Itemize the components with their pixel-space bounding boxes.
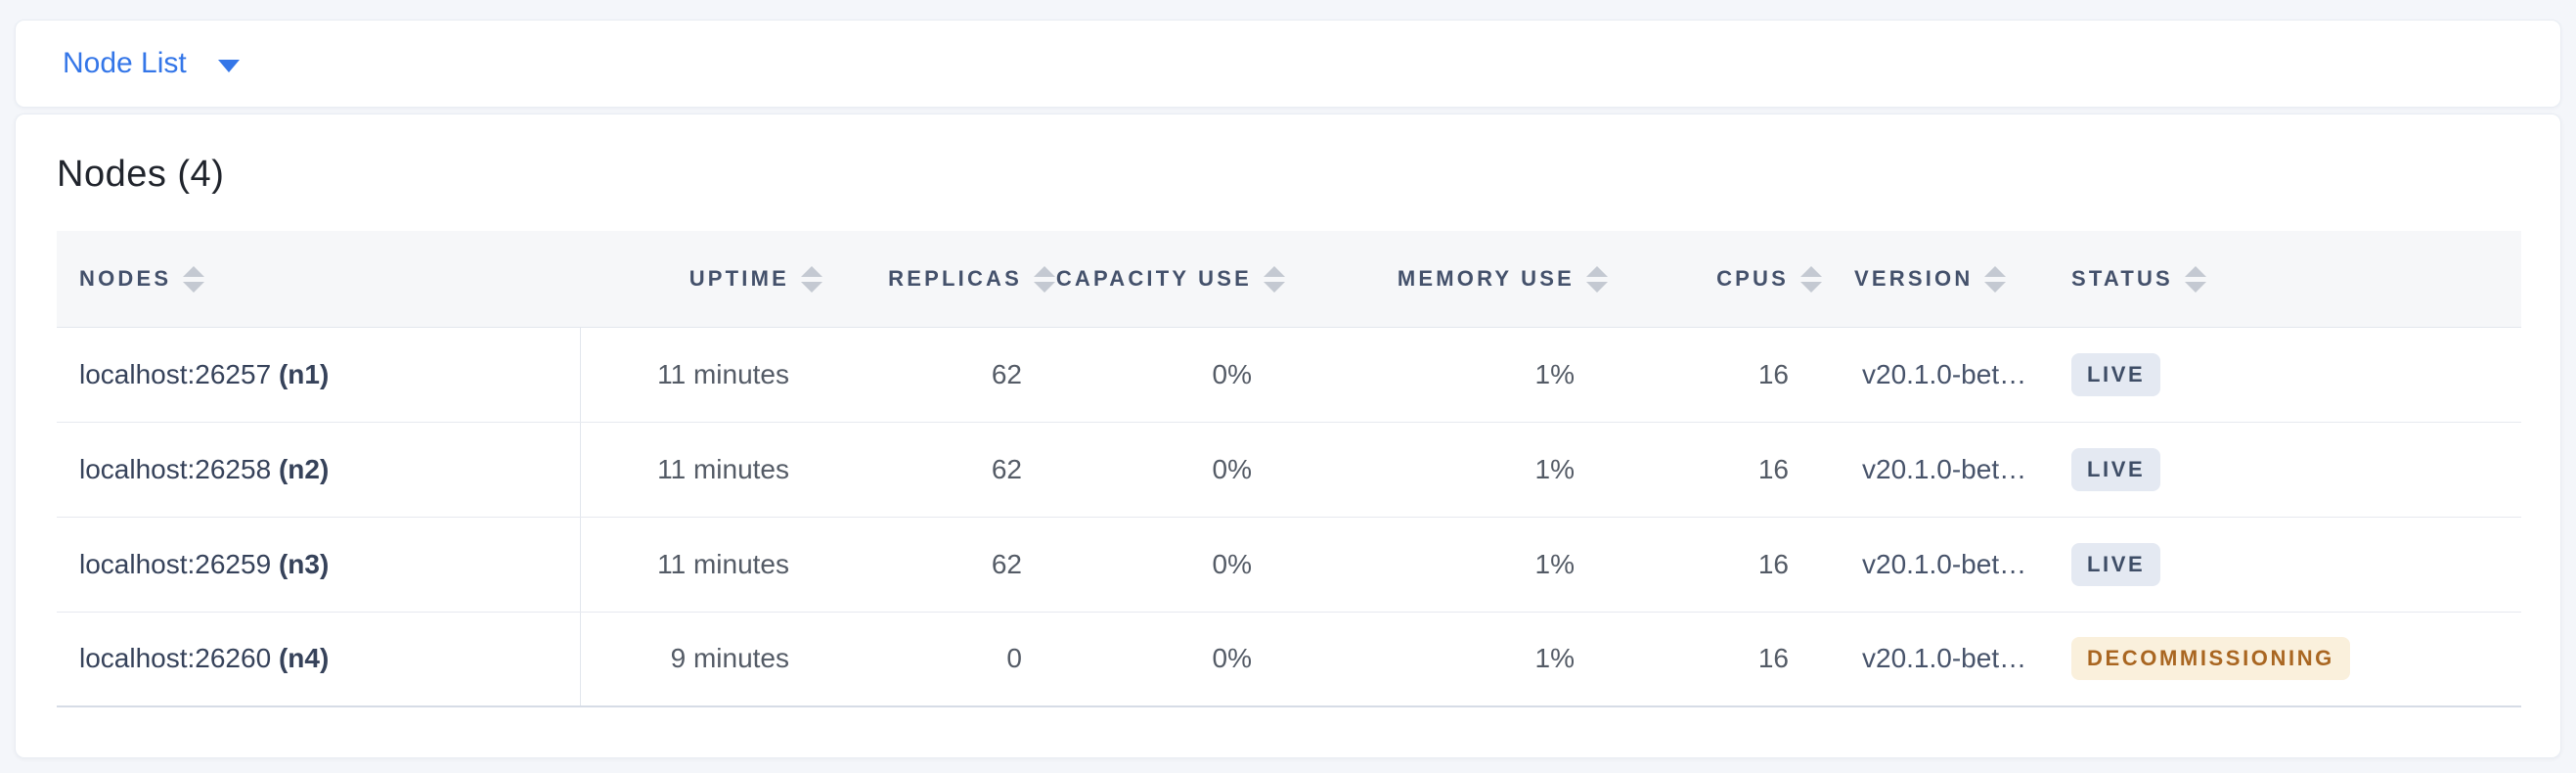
capacity-use-cell: 0% [1055, 517, 1285, 613]
uptime-cell: 11 minutes [580, 422, 822, 518]
table-header-row: NODES UPTIME REPLICAS [57, 231, 2521, 328]
uptime-cell: 11 minutes [580, 517, 822, 613]
node-id: (n3) [278, 548, 330, 579]
memory-use-cell: 1% [1285, 612, 1608, 707]
node-id: (n2) [278, 453, 330, 484]
version-cell: v20.1.0-bet… [1822, 612, 2055, 707]
column-header-version[interactable]: VERSION [1822, 231, 2055, 328]
capacity-use-cell: 0% [1055, 327, 1285, 423]
memory-use-cell: 1% [1285, 517, 1608, 613]
chevron-down-icon [217, 59, 240, 72]
column-header-uptime[interactable]: UPTIME [580, 231, 822, 328]
node-id: (n1) [278, 358, 330, 389]
version-cell: v20.1.0-bet… [1822, 517, 2055, 613]
column-header-capacity-use[interactable]: CAPACITY USE [1055, 231, 1285, 328]
version-cell: v20.1.0-bet… [1822, 327, 2055, 423]
node-list-dropdown[interactable]: Node List [63, 47, 240, 80]
node-address-cell: localhost:26259 (n3) [57, 517, 581, 613]
memory-use-cell: 1% [1285, 422, 1608, 518]
table-row: localhost:26259 (n3) 11 minutes 62 0% 1%… [57, 517, 2521, 613]
nodes-table: NODES UPTIME REPLICAS [57, 231, 2521, 707]
nodes-card-title: Nodes (4) [57, 154, 225, 195]
table-row: localhost:26258 (n2) 11 minutes 62 0% 1%… [57, 422, 2521, 518]
node-address-cell: localhost:26257 (n1) [57, 327, 581, 423]
status-cell: LIVE [2055, 422, 2521, 518]
column-header-memory-use[interactable]: MEMORY USE [1285, 231, 1608, 328]
cpus-cell: 16 [1608, 612, 1822, 707]
sort-icon[interactable] [1264, 264, 1285, 293]
capacity-use-cell: 0% [1055, 612, 1285, 707]
status-badge: DECOMMISSIONING [2071, 637, 2350, 681]
status-badge: LIVE [2071, 542, 2161, 586]
status-badge: LIVE [2071, 352, 2161, 396]
version-cell: v20.1.0-bet… [1822, 422, 2055, 518]
node-id: (n4) [278, 643, 330, 674]
sort-icon[interactable] [801, 264, 822, 294]
sort-icon[interactable] [1034, 264, 1055, 294]
replicas-cell: 0 [822, 612, 1055, 707]
sort-icon[interactable] [1984, 264, 2007, 294]
sort-icon[interactable] [1800, 264, 1822, 294]
cpus-cell: 16 [1608, 327, 1822, 423]
nodes-card: Nodes (4) NODES UPTIME [15, 114, 2561, 758]
table-row: localhost:26260 (n4) 9 minutes 0 0% 1% 1… [57, 612, 2521, 707]
status-cell: LIVE [2055, 517, 2521, 613]
status-cell: LIVE [2055, 327, 2521, 423]
status-badge: LIVE [2071, 447, 2161, 491]
column-header-replicas[interactable]: REPLICAS [822, 231, 1055, 328]
table-row: localhost:26257 (n1) 11 minutes 62 0% 1%… [57, 327, 2521, 423]
capacity-use-cell: 0% [1055, 422, 1285, 518]
node-address-cell: localhost:26258 (n2) [57, 422, 581, 518]
uptime-cell: 9 minutes [580, 612, 822, 707]
sort-icon[interactable] [2184, 264, 2206, 294]
memory-use-cell: 1% [1285, 327, 1608, 423]
status-cell: DECOMMISSIONING [2055, 612, 2521, 707]
sort-icon[interactable] [1586, 264, 1608, 294]
node-address-cell: localhost:26260 (n4) [57, 612, 581, 707]
cpus-cell: 16 [1608, 517, 1822, 613]
replicas-cell: 62 [822, 422, 1055, 518]
replicas-cell: 62 [822, 327, 1055, 423]
replicas-cell: 62 [822, 517, 1055, 613]
node-list-dropdown-label: Node List [63, 47, 187, 79]
cpus-cell: 16 [1608, 422, 1822, 518]
column-header-cpus[interactable]: CPUS [1608, 231, 1822, 328]
sort-icon[interactable] [183, 264, 205, 294]
uptime-cell: 11 minutes [580, 327, 822, 423]
page-header-bar: Node List [15, 20, 2561, 108]
column-header-nodes[interactable]: NODES [57, 231, 580, 328]
column-header-status[interactable]: STATUS [2055, 231, 2521, 328]
